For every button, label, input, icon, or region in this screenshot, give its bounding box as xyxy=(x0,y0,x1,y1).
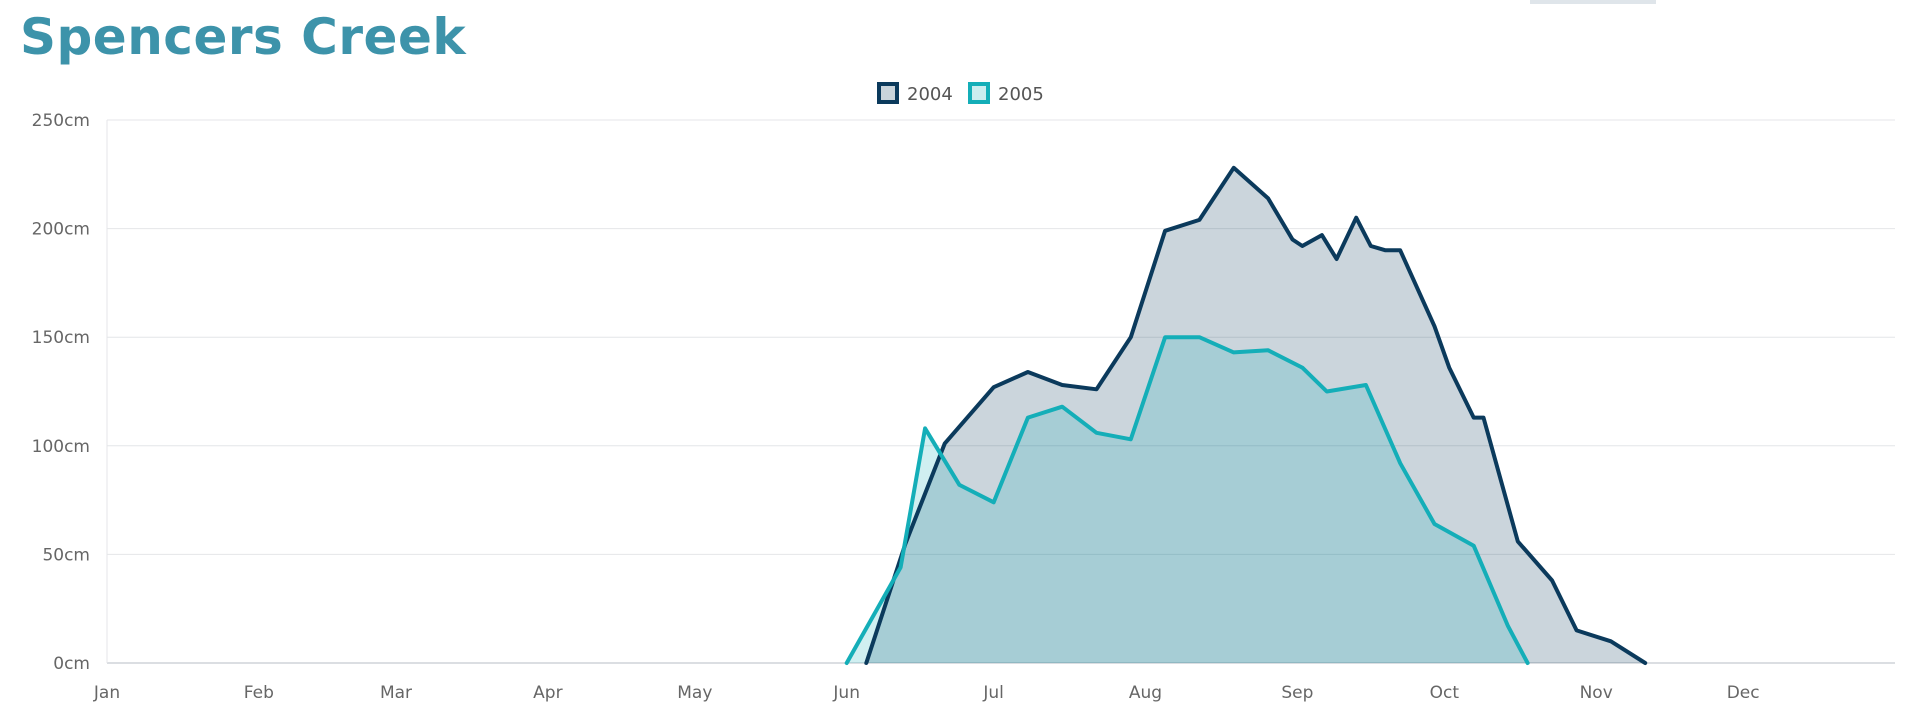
legend-swatch xyxy=(968,82,990,104)
series-lines xyxy=(844,165,1648,665)
legend-swatch-bg xyxy=(879,84,897,102)
legend-item-2005[interactable]: 2005 xyxy=(968,82,1044,105)
x-tick-label: Jan xyxy=(93,683,120,703)
x-tick-label: Feb xyxy=(244,683,274,703)
y-tick-label: 0cm xyxy=(53,654,90,674)
legend-label: 2004 xyxy=(907,84,953,105)
x-tick-label: Dec xyxy=(1727,683,1760,703)
legend-label: 2005 xyxy=(998,84,1044,105)
x-tick-label: Jun xyxy=(832,683,860,703)
page-title: Spencers Creek xyxy=(20,8,467,66)
series-areas xyxy=(846,167,1646,664)
x-tick-label: Mar xyxy=(380,683,412,703)
series-area-2004 xyxy=(866,167,1646,664)
y-tick-label: 100cm xyxy=(32,437,90,457)
x-tick-labels: Jan Feb Mar Apr May Jun Jul Aug Sep Oct Nov Dec xyxy=(93,683,1760,703)
series-area-2005 xyxy=(846,337,1528,663)
x-tick-label: Sep xyxy=(1281,683,1313,703)
y-tick-labels: 0cm 50cm 100cm 150cm 200cm 250cm xyxy=(32,111,90,674)
legend-item-2004[interactable]: 2004 xyxy=(877,82,953,105)
legend[interactable]: 2004 2005 xyxy=(877,82,1044,105)
y-tick-label: 200cm xyxy=(32,220,90,240)
grid-lines xyxy=(106,119,1895,664)
x-tick-label: May xyxy=(677,683,712,703)
x-tick-label: Oct xyxy=(1430,683,1460,703)
series-line-2004 xyxy=(864,165,1648,665)
legend-swatch xyxy=(877,82,899,104)
x-tick-label: Nov xyxy=(1580,683,1613,703)
x-tick-label: Apr xyxy=(533,683,562,703)
y-tick-label: 250cm xyxy=(32,111,90,131)
x-tick-label: Aug xyxy=(1129,683,1162,703)
series-line-2005 xyxy=(844,335,1530,665)
legend-swatch-bg xyxy=(970,84,988,102)
y-tick-label: 150cm xyxy=(32,328,90,348)
top-tab-indicator[interactable] xyxy=(1530,0,1656,4)
x-tick-label: Jul xyxy=(982,683,1004,703)
y-tick-label: 50cm xyxy=(42,545,90,565)
